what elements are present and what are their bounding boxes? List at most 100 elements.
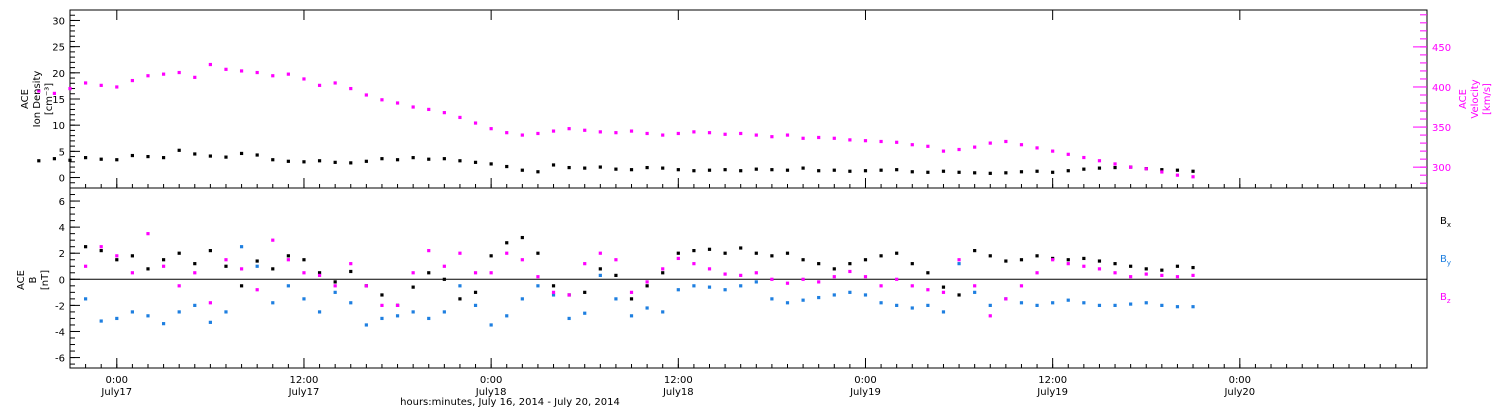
density-point (676, 168, 680, 172)
bx-point (286, 254, 290, 258)
by-point (442, 310, 446, 314)
bz-point (364, 284, 368, 288)
bx-point (629, 297, 634, 301)
bx-point (1035, 254, 1039, 258)
bz-point (957, 258, 961, 262)
velocity-point (973, 145, 977, 149)
by-point (130, 310, 134, 314)
density-point (926, 170, 930, 174)
velocity-tick-label: 450 (1432, 43, 1451, 54)
velocity-point (364, 93, 368, 97)
by-point (895, 303, 899, 307)
bx-point (473, 290, 478, 294)
velocity-point (146, 74, 150, 78)
by-point (458, 284, 462, 288)
density-point (317, 159, 322, 163)
time-axis: 0:00July1712:00July170:00July1812:00July… (69, 10, 1428, 398)
velocity-point (598, 130, 602, 134)
density-point (629, 168, 634, 172)
density-point (473, 160, 478, 164)
velocity-point (68, 86, 72, 91)
velocity-point (754, 133, 758, 137)
time-tick-label: 0:00 (480, 375, 502, 386)
bz-point (817, 280, 821, 284)
bz-point (1082, 264, 1086, 268)
velocity-point (395, 101, 400, 105)
bx-point (130, 254, 134, 258)
by-point (161, 322, 166, 326)
density-point (364, 159, 368, 163)
velocity-point (224, 67, 228, 71)
bx-point (302, 258, 306, 262)
by-point (115, 316, 119, 321)
by-point (770, 297, 774, 301)
bx-point (551, 284, 556, 288)
bx-point (926, 271, 930, 275)
by-point (1051, 301, 1055, 305)
date-tick-label: July18 (662, 387, 694, 398)
velocity-point (957, 147, 961, 152)
bz-point (177, 284, 181, 288)
bz-point (286, 258, 290, 262)
bz-point (1113, 271, 1117, 275)
bz-point (1004, 297, 1008, 301)
velocity-point (676, 131, 680, 136)
velocity-point (52, 91, 57, 95)
density-point (1004, 171, 1008, 175)
by-point (988, 303, 992, 307)
velocity-point (848, 138, 852, 142)
velocity-point (629, 129, 634, 133)
bz-point (349, 262, 353, 266)
velocity-point (333, 81, 337, 85)
by-point (957, 262, 961, 266)
bz-point (926, 288, 930, 292)
bx-point (832, 267, 836, 271)
velocity-point (442, 111, 446, 115)
density-point (988, 171, 992, 175)
bz-point (473, 271, 478, 275)
velocity-tick-label: 300 (1432, 163, 1451, 174)
bx-point (707, 247, 712, 251)
by-point (505, 314, 509, 318)
bz-point (973, 284, 977, 288)
legend-subscript: x (1447, 221, 1451, 229)
bx-point (411, 285, 415, 289)
bx-point (1082, 256, 1086, 261)
legend-bx: Bx (1440, 216, 1451, 229)
bx-point (1175, 264, 1180, 268)
bx-point (614, 273, 618, 277)
by-point (614, 297, 618, 301)
velocity-point (1144, 167, 1148, 171)
by-point (286, 284, 290, 288)
density-point (68, 158, 72, 162)
bx-point (988, 254, 992, 258)
legend-bz: Bz (1440, 292, 1451, 305)
by-point (224, 310, 228, 314)
by-point (598, 273, 602, 277)
velocity-point (115, 85, 119, 89)
bz-point (239, 267, 244, 271)
density-point (583, 166, 587, 170)
velocity-point (349, 86, 353, 91)
by-point (411, 310, 415, 314)
velocity-point (879, 139, 883, 144)
bz-point (739, 273, 743, 277)
date-tick-label: July17 (100, 387, 132, 398)
bx-point (1004, 259, 1008, 263)
density-point (37, 159, 41, 163)
velocity-label-line-3: [km/s] (1482, 83, 1493, 115)
bx-point (536, 251, 540, 255)
velocity-point (208, 62, 212, 67)
bx-point (1066, 258, 1070, 262)
bx-point (910, 262, 914, 266)
bx-point (785, 251, 790, 255)
density-point (99, 157, 103, 161)
by-point (1191, 305, 1195, 309)
density-point (286, 159, 290, 163)
velocity-point (1004, 139, 1008, 144)
density-point (739, 169, 743, 173)
by-point (380, 316, 384, 321)
bz-point (536, 275, 540, 279)
density-point (785, 168, 790, 172)
bz-point (676, 256, 680, 261)
